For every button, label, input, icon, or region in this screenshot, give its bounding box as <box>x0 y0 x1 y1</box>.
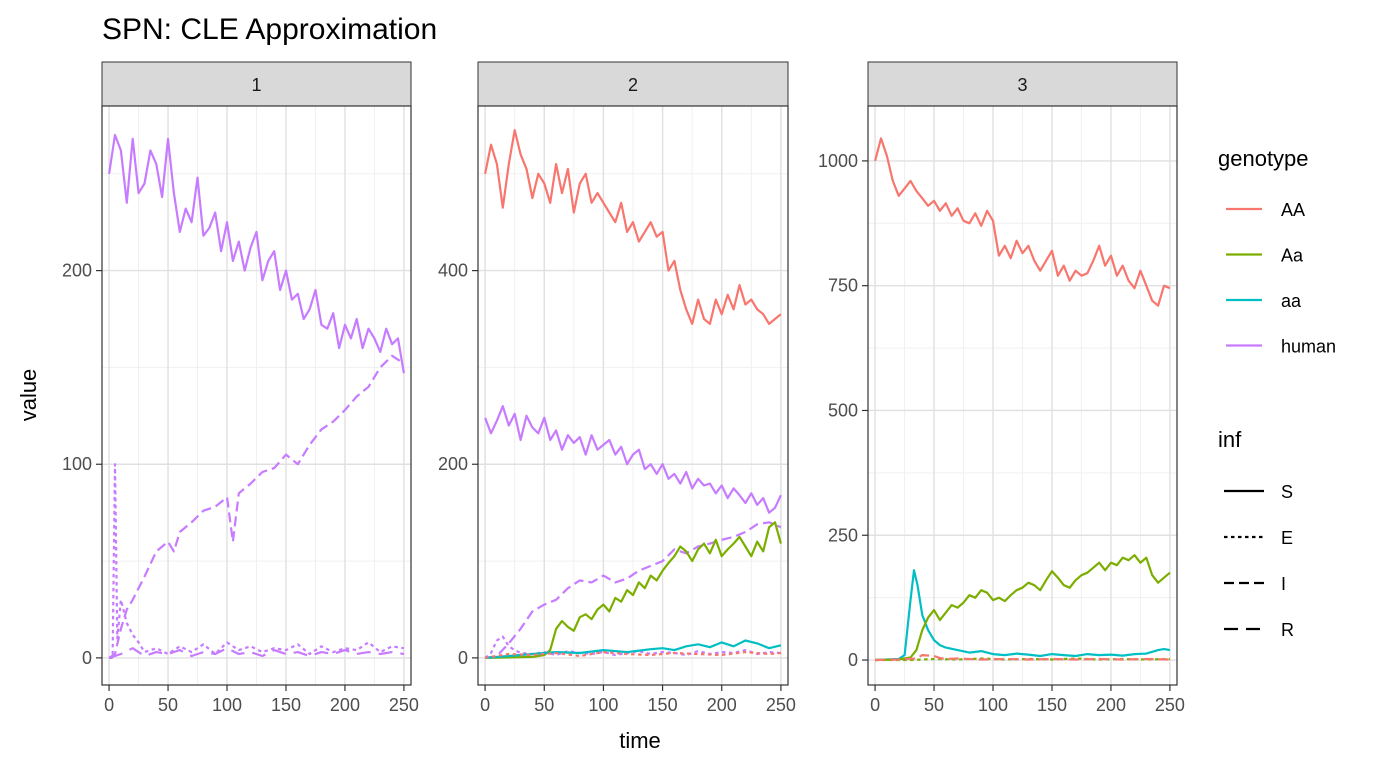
facet-panel-1: 1 0 50 100 150 200 250 0 100 200 <box>62 61 419 715</box>
x-tick-label: 250 <box>1155 695 1185 715</box>
x-tick-label: 200 <box>330 695 360 715</box>
x-axis-title: time <box>619 728 661 753</box>
legend-label-aa: aa <box>1281 291 1302 311</box>
x-tick-label: 0 <box>480 695 490 715</box>
x-tick-label: 150 <box>271 695 301 715</box>
x-tick-label: 250 <box>766 695 796 715</box>
panel-border <box>101 105 412 686</box>
y-tick-label: 250 <box>828 525 858 545</box>
y-tick-label: 200 <box>62 261 92 281</box>
series-line-aa-s <box>485 521 782 659</box>
y-tick-label: 500 <box>828 400 858 420</box>
y-tick-label: 400 <box>438 261 468 281</box>
series-group <box>108 133 405 660</box>
series-line-human-e <box>109 463 405 660</box>
y-tick-label: 0 <box>458 648 468 668</box>
x-tick-label: 50 <box>924 695 944 715</box>
series-group <box>484 129 782 659</box>
facet-strip <box>101 61 412 107</box>
legend-label-s: S <box>1281 482 1293 502</box>
series-line-human-i <box>484 521 782 659</box>
x-tick-label: 100 <box>978 695 1008 715</box>
legend-label-aa: AA <box>1281 200 1305 220</box>
facet-strip-label: 1 <box>251 75 261 95</box>
facet-panel-3: 3 0 50 100 150 200 250 0 250 500 750 1000 <box>818 61 1185 715</box>
y-tick-label: 0 <box>82 648 92 668</box>
series-group <box>874 137 1171 662</box>
y-axis-title: value <box>16 369 41 422</box>
series-line-human-s <box>108 133 405 374</box>
gridlines <box>102 106 411 685</box>
x-tick-label: 150 <box>648 695 678 715</box>
x-tick-label: 250 <box>389 695 419 715</box>
series-line-human-i <box>108 354 405 659</box>
gridlines <box>478 106 788 685</box>
facet-strip <box>477 61 789 107</box>
legend-label-aa: Aa <box>1281 246 1304 266</box>
facet-panel-2: 2 0 50 100 150 200 250 0 200 400 <box>438 61 796 715</box>
panel-border <box>867 105 1178 686</box>
legend: genotype AA Aa aa human inf S E I R <box>1218 146 1336 640</box>
series-line-aa-i <box>875 653 1170 662</box>
series-line-human-e <box>484 635 781 659</box>
x-tick-label: 200 <box>1096 695 1126 715</box>
facet-strip <box>867 61 1178 107</box>
x-tick-label: 50 <box>534 695 554 715</box>
y-tick-label: 200 <box>438 454 468 474</box>
x-tick-label: 200 <box>707 695 737 715</box>
legend-label-human: human <box>1281 337 1336 357</box>
x-tick-label: 0 <box>104 695 114 715</box>
y-tick-label: 100 <box>62 454 92 474</box>
y-tick-label: 1000 <box>818 151 858 171</box>
x-tick-label: 100 <box>212 695 242 715</box>
facet-panels: 1 0 50 100 150 200 250 0 100 200 2 0 50 100 150 200 250 0… <box>62 61 1185 715</box>
x-tick-label: 100 <box>588 695 618 715</box>
y-tick-label: 0 <box>848 650 858 670</box>
series-line-aa-s <box>874 137 1171 307</box>
legend-label-r: R <box>1281 620 1294 640</box>
y-tick-label: 750 <box>828 276 858 296</box>
series-line-aa-e <box>484 650 781 659</box>
series-line-human-s <box>484 405 782 514</box>
series-line-human-r <box>108 647 405 659</box>
legend-title-inf: inf <box>1218 427 1242 452</box>
x-tick-label: 50 <box>158 695 178 715</box>
series-line-aa-s <box>875 554 1171 662</box>
legend-title-genotype: genotype <box>1218 146 1309 171</box>
x-tick-label: 0 <box>870 695 880 715</box>
series-line-aa-s <box>484 129 782 325</box>
x-tick-label: 150 <box>1037 695 1067 715</box>
chart-title: SPN: CLE Approximation <box>102 13 437 46</box>
facet-strip-label: 2 <box>628 75 638 95</box>
facet-strip-label: 3 <box>1017 75 1027 95</box>
legend-label-e: E <box>1281 528 1293 548</box>
series-line-aa-s <box>875 569 1171 662</box>
legend-label-i: I <box>1281 574 1286 594</box>
panel-border <box>477 105 789 686</box>
